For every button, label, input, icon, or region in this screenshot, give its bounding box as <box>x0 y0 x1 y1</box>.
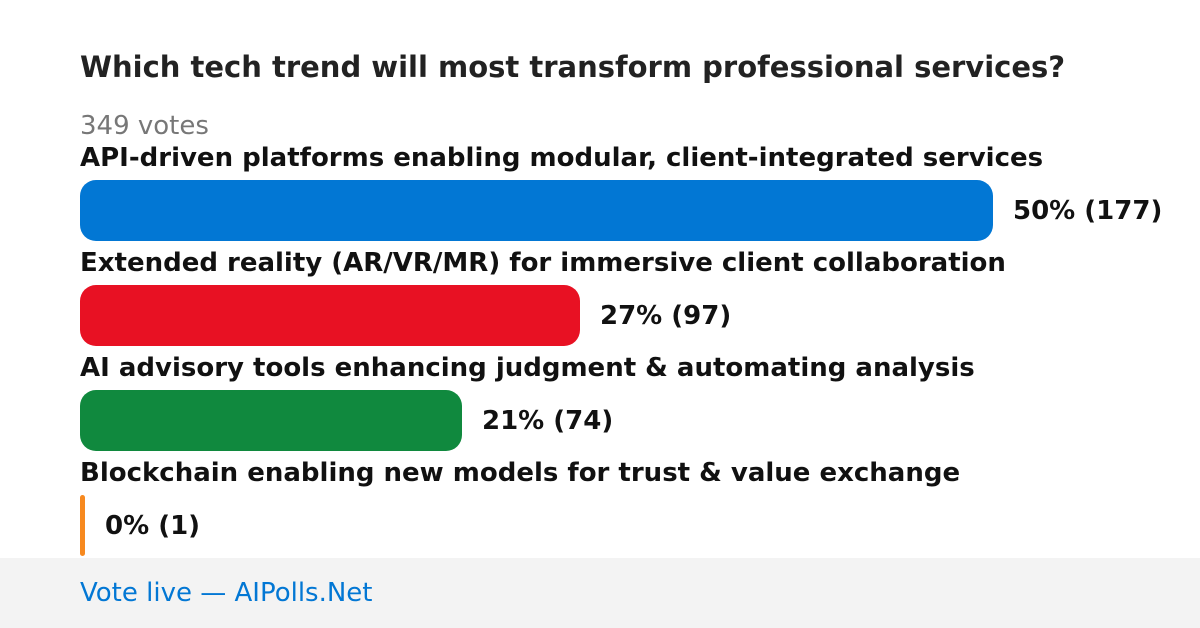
poll-option: Blockchain enabling new models for trust… <box>80 455 1180 560</box>
bar-row: 50% (177) <box>80 180 1180 241</box>
poll-option: API-driven platforms enabling modular, c… <box>80 140 1180 245</box>
option-label: Extended reality (AR/VR/MR) for immersiv… <box>80 248 1006 278</box>
option-label: API-driven platforms enabling modular, c… <box>80 143 1044 173</box>
footer: Vote live — AIPolls.Net <box>0 558 1200 628</box>
bar-row: 0% (1) <box>80 495 1180 556</box>
result-bar <box>80 495 85 556</box>
result-value-label: 0% (1) <box>105 510 201 541</box>
result-value-label: 21% (74) <box>482 405 614 436</box>
poll-options: API-driven platforms enabling modular, c… <box>80 140 1180 560</box>
result-bar <box>80 390 462 451</box>
vote-live-link[interactable]: Vote live — AIPolls.Net <box>80 578 373 608</box>
option-label: Blockchain enabling new models for trust… <box>80 458 961 488</box>
bar-row: 21% (74) <box>80 390 1180 451</box>
vote-count: 349 votes <box>80 111 209 141</box>
result-bar <box>80 180 993 241</box>
result-value-label: 50% (177) <box>1013 195 1163 226</box>
poll-option: AI advisory tools enhancing judgment & a… <box>80 350 1180 455</box>
result-bar <box>80 285 580 346</box>
result-value-label: 27% (97) <box>600 300 732 331</box>
option-label: AI advisory tools enhancing judgment & a… <box>80 353 975 383</box>
poll-question: Which tech trend will most transform pro… <box>80 50 1066 84</box>
bar-row: 27% (97) <box>80 285 1180 346</box>
poll-option: Extended reality (AR/VR/MR) for immersiv… <box>80 245 1180 350</box>
